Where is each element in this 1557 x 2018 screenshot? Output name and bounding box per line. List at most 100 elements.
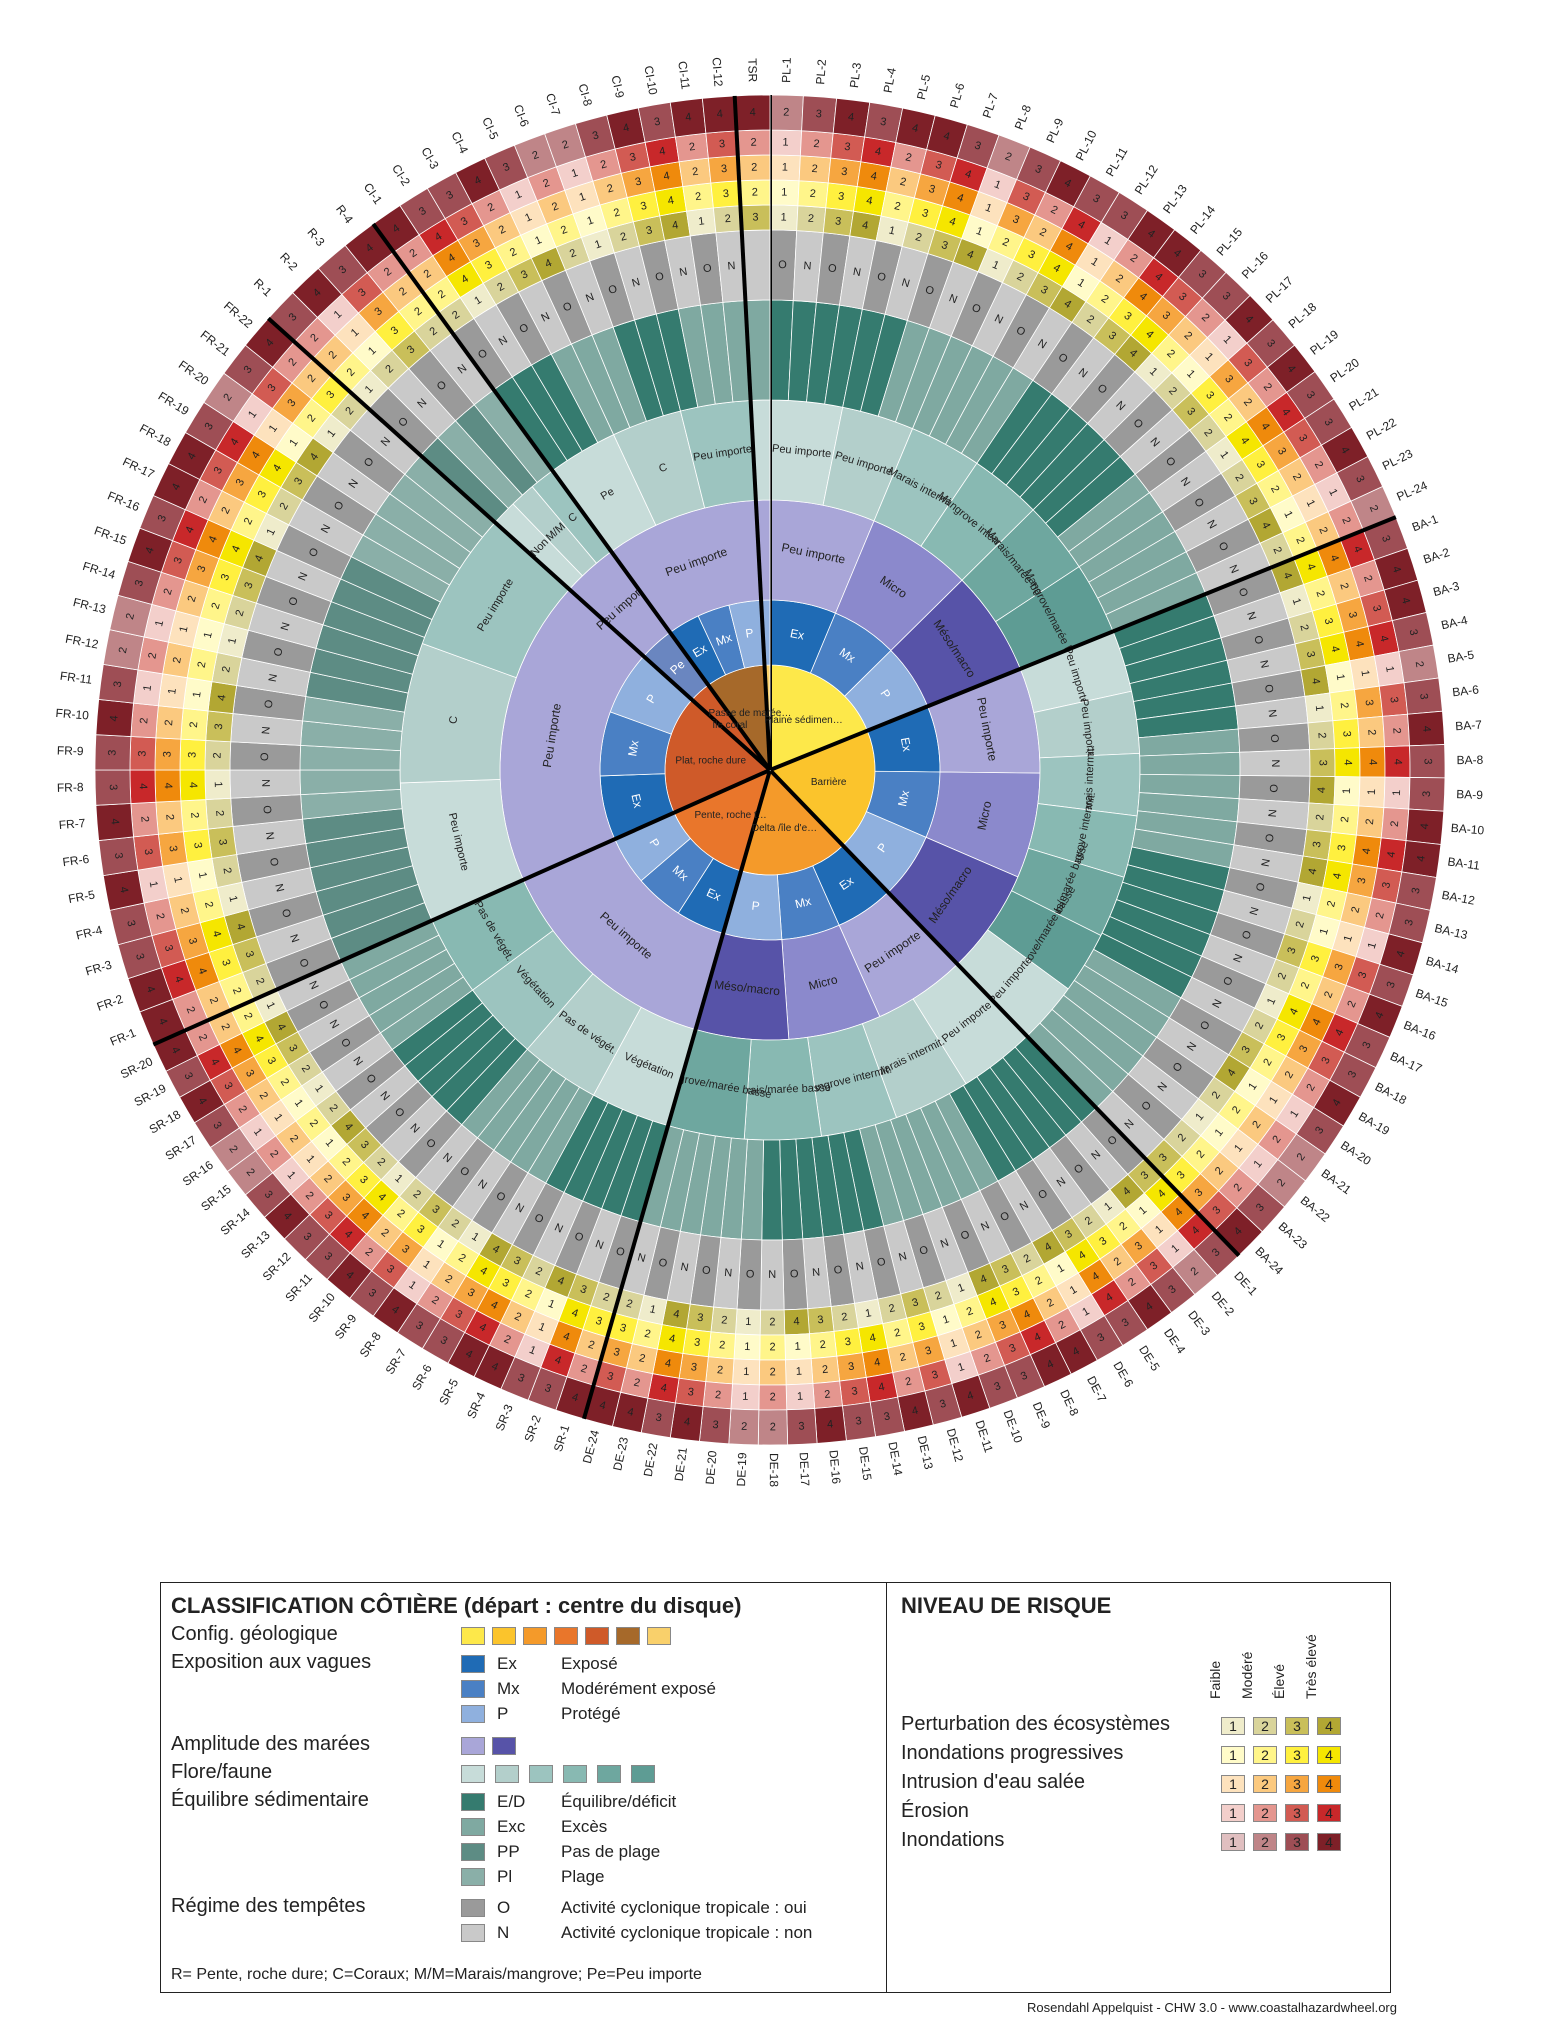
storm-label: N xyxy=(260,726,273,735)
risk-value: 2 xyxy=(752,187,758,199)
risk-value: 3 xyxy=(1011,213,1021,226)
category-label: DE-9 xyxy=(1030,1400,1054,1431)
category-label: PL-3 xyxy=(847,61,864,88)
category-label: CI-1 xyxy=(361,180,386,207)
category-label: DE-22 xyxy=(641,1441,661,1477)
geology-label: Île coral xyxy=(711,718,747,731)
category-label: PL-7 xyxy=(980,91,1001,120)
storm-label: O xyxy=(279,908,293,920)
category-label: PL-14 xyxy=(1187,203,1218,237)
category-label: SR-11 xyxy=(282,1270,315,1304)
storm-code: N xyxy=(497,1923,510,1942)
risk-row-label: Érosion xyxy=(901,1800,969,1822)
risk-value: 3 xyxy=(1304,389,1317,401)
risk-value: 1 xyxy=(794,1341,801,1353)
risk-value: 4 xyxy=(664,1357,672,1370)
category-label: BA-3 xyxy=(1432,579,1462,599)
risk-value: 2 xyxy=(1276,971,1289,981)
risk-value: 1 xyxy=(1068,1284,1079,1297)
risk-value: 2 xyxy=(221,392,234,404)
risk-value: 3 xyxy=(927,183,936,196)
risk-value: 2 xyxy=(1261,1057,1274,1068)
risk-value: 3 xyxy=(911,1296,920,1309)
storm-label: N xyxy=(803,260,812,273)
category-label: FR-10 xyxy=(55,706,90,723)
risk-value: 4 xyxy=(207,534,220,544)
risk-value: 3 xyxy=(1421,791,1433,798)
risk-value: 4 xyxy=(390,222,402,235)
risk-value: 3 xyxy=(195,564,208,574)
risk-value: 1 xyxy=(523,211,533,224)
sediment-swatch xyxy=(461,1843,485,1861)
risk-value: 2 xyxy=(741,1421,748,1433)
category-label: SR-10 xyxy=(305,1290,338,1325)
risk-value: 2 xyxy=(1413,660,1426,668)
risk-value: 3 xyxy=(655,1411,663,1424)
risk-value: 1 xyxy=(593,238,603,251)
risk-value: 2 xyxy=(1345,999,1358,1009)
geo-swatch xyxy=(492,1627,516,1645)
risk-value: 4 xyxy=(169,1045,182,1056)
risk-value: 3 xyxy=(1387,696,1400,703)
risk-value: 4 xyxy=(956,192,966,205)
storm-label: O xyxy=(827,262,837,275)
risk-value: 2 xyxy=(721,1314,728,1326)
category-label: PL-4 xyxy=(881,66,899,94)
storm-label: N xyxy=(636,1251,647,1265)
category-label: BA-16 xyxy=(1402,1018,1438,1044)
risk-value: 2 xyxy=(124,612,137,621)
risk-value: 2 xyxy=(982,1352,992,1365)
risk-value: 4 xyxy=(861,219,869,232)
risk-value: 1 xyxy=(1366,789,1378,796)
risk-value: 1 xyxy=(578,191,588,204)
risk-value: 4 xyxy=(1310,1017,1323,1028)
storm-label: O xyxy=(702,262,712,275)
risk-value: 1 xyxy=(533,234,543,247)
risk-value: 3 xyxy=(112,852,125,860)
category-label: FR-12 xyxy=(64,632,100,652)
category-label: BA-5 xyxy=(1446,648,1475,666)
risk-value: 1 xyxy=(1102,234,1114,247)
storm-label: O xyxy=(833,1264,844,1277)
category-label: PL-21 xyxy=(1346,385,1381,414)
tide-label: Méso/macro xyxy=(714,978,781,999)
category-label: BA-11 xyxy=(1447,854,1481,872)
risk-value: 3 xyxy=(107,784,119,790)
risk-swatch: 3 xyxy=(1285,1833,1309,1851)
sediment-code: PP xyxy=(497,1842,520,1861)
legend-sediment-label: Équilibre sédimentaire xyxy=(171,1789,369,1811)
risk-value: 2 xyxy=(1037,226,1048,239)
risk-value: 1 xyxy=(983,202,993,215)
risk-value: 3 xyxy=(162,944,175,953)
risk-value: 3 xyxy=(1240,1044,1253,1055)
legend-geo-label: Config. géologique xyxy=(171,1623,338,1645)
category-label: PL-11 xyxy=(1103,145,1131,179)
risk-value: 2 xyxy=(117,646,130,654)
flora-label: C xyxy=(657,461,669,475)
storm-label: O xyxy=(1251,634,1265,646)
risk-value: 2 xyxy=(220,665,233,673)
risk-value: 3 xyxy=(606,1370,615,1383)
risk-value: 2 xyxy=(257,1090,270,1102)
risk-value: 1 xyxy=(178,625,191,634)
risk-value: 1 xyxy=(171,876,184,884)
risk-value: 3 xyxy=(1421,758,1433,764)
storm-label: N xyxy=(1260,858,1273,868)
risk-value: 1 xyxy=(743,1366,750,1378)
risk-value: 4 xyxy=(1022,1308,1033,1321)
geology-label: Plat, roche dure xyxy=(675,755,746,766)
group-divider xyxy=(582,769,772,1420)
risk-value: 2 xyxy=(1325,900,1338,909)
category-label: PL-12 xyxy=(1132,162,1161,197)
credit-line: Rosendahl Appelquist - CHW 3.0 - www.coa… xyxy=(1027,2000,1397,2015)
risk-value: 4 xyxy=(1062,298,1074,311)
risk-value: 3 xyxy=(1246,496,1259,507)
risk-value: 3 xyxy=(191,842,204,850)
category-label: SR-2 xyxy=(521,1413,544,1444)
risk-value: 2 xyxy=(497,223,508,236)
risk-value: 3 xyxy=(973,139,983,152)
risk-value: 2 xyxy=(1000,236,1010,249)
category-label: PL-13 xyxy=(1160,182,1190,216)
category-label: PL-20 xyxy=(1328,355,1363,385)
risk-value: 3 xyxy=(1346,1069,1359,1080)
